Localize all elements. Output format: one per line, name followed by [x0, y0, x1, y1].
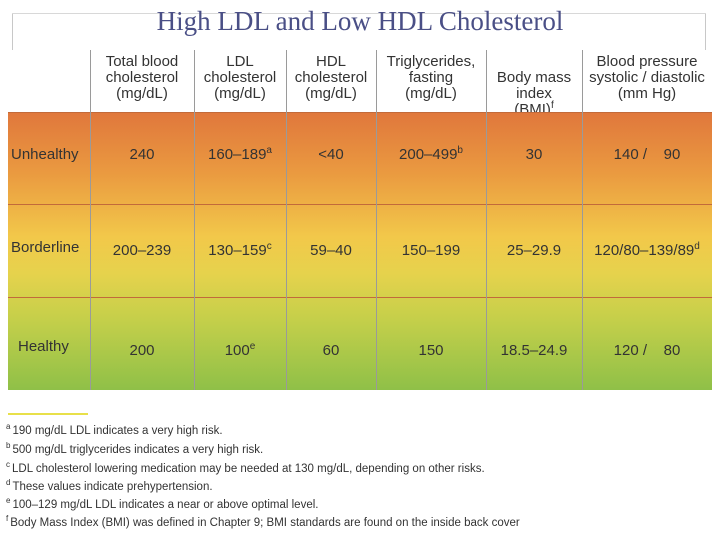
cell-hdl: <40 [318, 146, 344, 163]
cell-ldl: 130–159c [194, 241, 286, 260]
header-hdl: HDL cholesterol (mg/dL) [294, 53, 368, 102]
cell-ldl-sup: c [266, 241, 272, 252]
cell-blood-pressure: 140 / 90 [613, 146, 681, 163]
footnote-d: d These values indicate prehypertension. [6, 478, 213, 493]
row-label-borderline: Borderline [11, 239, 80, 256]
header-bmi-text: Body mass index (BMI) [496, 69, 572, 118]
cell-triglycerides: 150–199 [401, 242, 461, 259]
footnote-b: b 500 mg/dL triglycerides indicates a ver… [6, 441, 263, 456]
cell-bmi: 30 [525, 146, 543, 163]
column-divider [582, 50, 583, 390]
header-total-cholesterol: Total blood cholesterol (mg/dL) [105, 53, 179, 102]
cell-ldl: 160–189a [194, 145, 286, 164]
cell-triglycerides: 200–499b [376, 145, 486, 164]
cell-ldl-sup: e [249, 341, 256, 352]
header-blood-pressure: Blood pressure systolic / diastolic (mm … [589, 53, 705, 102]
header-ldl: LDL cholesterol (mg/dL) [203, 53, 277, 102]
row-divider [8, 297, 712, 298]
cell-trig-value: 200–499 [399, 146, 458, 163]
cell-total: 200 [129, 342, 155, 359]
cell-total: 200–239 [112, 242, 172, 259]
footnote-rule [8, 413, 88, 415]
footnote-text: Body Mass Index (BMI) was defined in Cha… [10, 516, 520, 529]
header-bmi: Body mass index (BMI)f [486, 54, 582, 118]
column-divider [194, 50, 195, 390]
cholesterol-table: Total blood cholesterol (mg/dL) LDL chol… [8, 50, 712, 390]
footnote-text: 100–129 mg/dL LDL indicates a near or ab… [12, 498, 319, 511]
cell-bp-value: 120/80–139/89 [594, 242, 695, 259]
cell-ldl-value: 160–189 [208, 146, 267, 163]
cell-trig-sup: b [457, 145, 463, 156]
footnote-mark: b [6, 441, 11, 450]
header-triglycerides: Triglycerides, fasting (mg/dL) [386, 53, 476, 102]
cell-hdl: 60 [322, 342, 340, 359]
footnote-text: 500 mg/dL triglycerides indicates a very… [12, 443, 264, 456]
cell-ldl-sup: a [266, 145, 272, 156]
cell-ldl: 100e [194, 341, 286, 360]
cell-bmi: 18.5–24.9 [500, 342, 568, 359]
table-header: Total blood cholesterol (mg/dL) LDL chol… [8, 50, 712, 118]
column-divider [376, 50, 377, 390]
header-bmi-sup: f [550, 100, 554, 111]
footnote-mark: a [6, 422, 11, 431]
cell-total: 240 [129, 146, 155, 163]
footnote-mark: f [6, 514, 9, 523]
cell-bp-sup: d [694, 241, 700, 252]
cell-triglycerides: 150 [418, 342, 444, 359]
footnote-mark: e [6, 496, 11, 505]
cell-hdl: 59–40 [310, 242, 352, 259]
footnote-mark: d [6, 478, 11, 487]
cell-blood-pressure: 120/80–139/89d [582, 241, 712, 260]
row-label-unhealthy: Unhealthy [11, 146, 79, 163]
column-divider [90, 50, 91, 390]
footnote-f: f Body Mass Index (BMI) was defined in Ch… [6, 514, 520, 529]
title-frame-left [12, 14, 13, 52]
slide-title: High LDL and Low HDL Cholesterol [156, 6, 564, 36]
title-frame-top [12, 13, 706, 14]
cell-ldl-value: 100 [224, 342, 250, 359]
column-divider [286, 50, 287, 390]
row-divider [8, 112, 712, 113]
row-divider [8, 204, 712, 205]
cell-ldl-value: 130–159 [208, 242, 267, 259]
footnote-c: c LDL cholesterol lowering medication may… [6, 460, 485, 475]
row-label-healthy: Healthy [18, 338, 69, 355]
title-frame-right [705, 14, 706, 52]
footnote-e: e 100–129 mg/dL LDL indicates a near or a… [6, 496, 318, 511]
column-divider [486, 50, 487, 390]
cell-bmi: 25–29.9 [506, 242, 562, 259]
footnote-a: a 190 mg/dL LDL indicates a very high ris… [6, 422, 223, 437]
footnote-mark: c [6, 460, 10, 469]
table-body: Unhealthy 240 160–189a <40 200–499b 30 1… [8, 112, 712, 390]
cell-blood-pressure: 120 / 80 [613, 342, 681, 359]
footnote-text: LDL cholesterol lowering medication may … [12, 462, 485, 475]
footnote-text: 190 mg/dL LDL indicates a very high risk… [12, 424, 223, 437]
footnote-text: These values indicate prehypertension. [12, 480, 213, 493]
